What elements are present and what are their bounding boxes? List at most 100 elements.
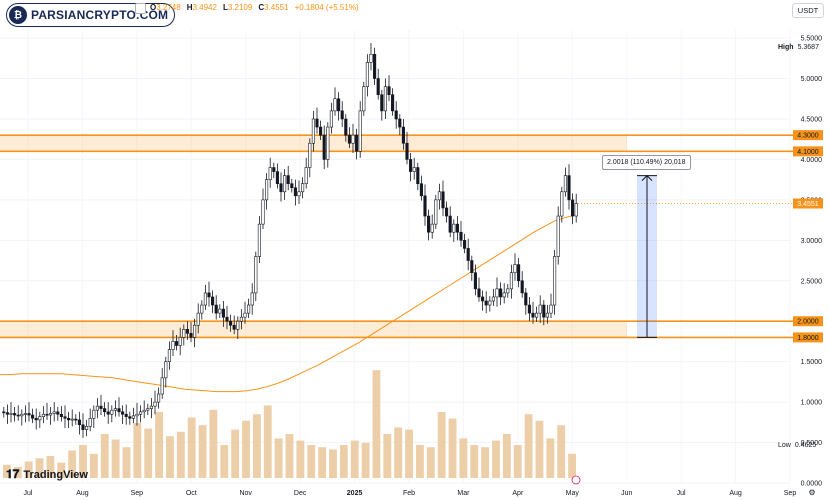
measure-tool (637, 174, 657, 338)
candle-body (538, 304, 542, 314)
candle-body (315, 118, 319, 128)
candle-body (261, 199, 265, 225)
close-value: 3.4551 (264, 3, 289, 12)
candle-body (412, 167, 416, 172)
volume-bar (220, 445, 229, 478)
candle-body (322, 134, 326, 160)
candle-body (430, 223, 434, 233)
candle-body (236, 320, 240, 330)
volume-bar (274, 438, 283, 478)
candle-body (146, 408, 150, 411)
candle-body (5, 412, 9, 415)
volume-bar (187, 417, 196, 478)
candle-body (31, 414, 35, 419)
volume-bar (361, 442, 370, 478)
volume-bar (46, 456, 55, 478)
candle-body (189, 333, 193, 338)
volume-bar (339, 445, 348, 478)
x-tick-label: Apr (512, 490, 524, 497)
volume-bar (415, 445, 424, 478)
candle-body (441, 191, 445, 209)
x-tick-label: Jun (621, 490, 632, 497)
candle-body (49, 413, 53, 416)
candle-body (117, 408, 121, 413)
candle-body (286, 175, 290, 184)
candlesticks (2, 42, 793, 438)
candle-body (95, 405, 99, 411)
candle-body (445, 207, 449, 217)
low-stat: Low 0.4625 (778, 442, 816, 449)
low-stat-label: Low (778, 442, 791, 449)
close-label: C (258, 3, 265, 12)
candle-body (160, 377, 164, 395)
candle-body (283, 175, 287, 193)
volume-bar (448, 418, 457, 478)
volume-bar (329, 449, 337, 478)
volume-bar (231, 429, 240, 478)
candle-body (301, 183, 305, 193)
x-tick-label: Dec (294, 490, 307, 497)
volume-bar (470, 445, 479, 478)
candle-body (81, 424, 85, 430)
candle-body (495, 288, 499, 298)
candle-body (527, 304, 531, 314)
candle-body (574, 203, 578, 217)
currency-selector[interactable]: USDT (792, 3, 824, 18)
volume-bar (383, 434, 392, 478)
volume-bar (252, 414, 261, 478)
candle-body (401, 126, 405, 144)
volume-bar (89, 453, 98, 478)
candle-body (63, 416, 67, 419)
candle-body (20, 413, 24, 417)
candle-body (207, 292, 211, 298)
x-tick-label: Aug (76, 490, 89, 497)
tradingview-text: TradingView (23, 468, 88, 481)
candle-body (99, 405, 103, 409)
volume-bar (144, 428, 153, 478)
candle-body (85, 426, 89, 430)
candle-body (344, 118, 348, 136)
candle-body (455, 223, 459, 233)
candle-body (250, 292, 254, 306)
candle-body (311, 118, 315, 144)
legend-toggle-checkbox[interactable] (135, 3, 146, 14)
candle-body (484, 300, 488, 306)
tradingview-logo[interactable]: 𝟏𝟕 TradingView (6, 467, 88, 482)
y-tick-label: 5.5000 (801, 36, 823, 43)
high-label: H (186, 3, 193, 12)
volume-bar (111, 439, 120, 478)
candle-body (23, 413, 27, 415)
candle-body (556, 215, 560, 257)
settings-icon[interactable]: ⚙ (808, 488, 815, 497)
candle-body (329, 110, 333, 128)
candle-body (218, 308, 222, 314)
volume-bar (122, 447, 131, 478)
candle-body (279, 183, 283, 193)
candle-body (41, 413, 45, 417)
open-label: O (150, 3, 157, 12)
level-tag-label: 4.1000 (797, 149, 819, 156)
candle-body (383, 86, 387, 112)
volume-bar (155, 412, 164, 478)
candle-body (203, 292, 207, 306)
volume-bar (307, 445, 316, 478)
volume-bar (437, 412, 446, 478)
candle-body (452, 223, 456, 233)
candle-body (88, 417, 92, 427)
candle-body (297, 191, 301, 197)
candle-body (470, 260, 474, 273)
candle-body (394, 110, 398, 120)
candle-body (369, 53, 373, 63)
volume-bar (350, 440, 359, 478)
candle-body (128, 416, 132, 419)
candle-body (319, 126, 323, 136)
candle-body (365, 62, 369, 87)
measure-readout: 2.0018 (110.49%) 20,018 (602, 155, 691, 170)
x-tick-label: Aug (729, 490, 742, 497)
candle-body (549, 304, 553, 314)
candle-body (358, 110, 362, 152)
low-value: 3.2109 (227, 3, 253, 12)
candle-body (92, 409, 96, 419)
ma-line (0, 214, 576, 393)
